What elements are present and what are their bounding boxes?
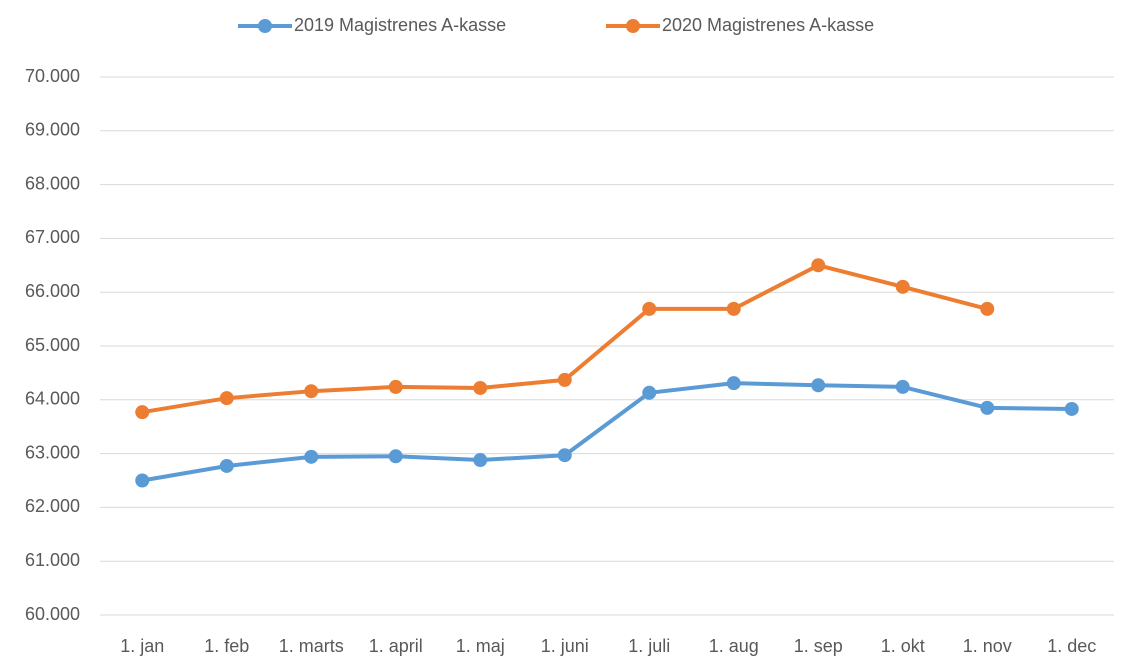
y-tick-label: 61.000 [25, 550, 80, 570]
data-point [473, 453, 488, 468]
data-point [473, 380, 488, 395]
x-tick-label: 1. aug [709, 636, 759, 656]
legend-marker [258, 19, 272, 33]
data-point [726, 301, 741, 316]
x-tick-label: 1. nov [963, 636, 1012, 656]
data-point [811, 378, 826, 393]
data-point [726, 376, 741, 391]
y-tick-label: 62.000 [25, 496, 80, 516]
series-line [141, 263, 988, 415]
x-tick-label: 1. dec [1047, 636, 1096, 656]
data-point [811, 258, 826, 273]
data-point [642, 301, 657, 316]
x-tick-label: 1. marts [279, 636, 344, 656]
x-tick-label: 1. juli [628, 636, 670, 656]
data-point [304, 384, 319, 399]
data-point [388, 449, 403, 464]
y-tick-label: 70.000 [25, 66, 80, 86]
data-point [895, 279, 910, 294]
data-point [135, 405, 150, 420]
legend-marker [626, 19, 640, 33]
y-tick-label: 64.000 [25, 389, 80, 409]
x-tick-label: 1. april [369, 636, 423, 656]
data-point [557, 448, 572, 463]
data-point [219, 391, 234, 406]
data-point [642, 385, 657, 400]
y-tick-label: 63.000 [25, 442, 80, 462]
x-tick-label: 1. jan [120, 636, 164, 656]
data-point [980, 301, 995, 316]
y-tick-label: 66.000 [25, 281, 80, 301]
x-tick-label: 1. sep [794, 636, 843, 656]
data-point [219, 458, 234, 473]
data-point [980, 400, 995, 415]
series-line [141, 381, 1072, 483]
legend-label: 2020 Magistrenes A-kasse [662, 15, 874, 35]
data-point [135, 473, 150, 488]
data-point [304, 449, 319, 464]
y-tick-label: 69.000 [25, 120, 80, 140]
x-tick-label: 1. okt [881, 636, 925, 656]
y-tick-label: 60.000 [25, 604, 80, 624]
y-tick-label: 65.000 [25, 335, 80, 355]
data-point [895, 379, 910, 394]
y-tick-label: 67.000 [25, 227, 80, 247]
x-tick-label: 1. juni [541, 636, 589, 656]
y-tick-label: 68.000 [25, 173, 80, 193]
data-point [557, 372, 572, 387]
x-tick-label: 1. feb [204, 636, 249, 656]
data-point [1064, 401, 1079, 416]
x-tick-label: 1. maj [456, 636, 505, 656]
legend-label: 2019 Magistrenes A-kasse [294, 15, 506, 35]
data-point [388, 379, 403, 394]
